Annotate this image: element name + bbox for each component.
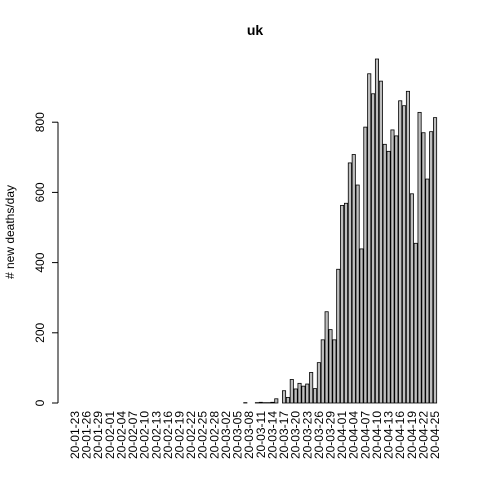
x-tick-label: 20-03-29 [324, 411, 338, 459]
x-tick-label: 20-03-05 [231, 411, 245, 459]
bar [343, 202, 349, 404]
bar [413, 242, 418, 404]
bar [386, 150, 391, 404]
y-tick-label: 600 [33, 182, 47, 202]
bar [328, 329, 333, 404]
bar [417, 111, 422, 404]
bar [347, 162, 352, 404]
x-tick-label: 20-02-25 [196, 411, 210, 459]
bar [367, 73, 372, 404]
bar [332, 339, 337, 404]
bar [297, 382, 302, 404]
x-tick-label: 20-03-02 [219, 411, 233, 459]
bar [282, 390, 287, 404]
y-tick-label: 200 [33, 322, 47, 342]
bar [258, 401, 263, 404]
x-tick-label: 20-03-14 [265, 411, 279, 459]
x-tick-label: 20-04-16 [393, 411, 407, 459]
bar [409, 193, 414, 404]
bar [429, 131, 434, 404]
bar [374, 58, 379, 404]
bar [351, 154, 356, 404]
x-tick-label: 20-03-26 [312, 411, 326, 459]
bar [378, 80, 383, 404]
chart-title: uk [247, 22, 264, 38]
bar [359, 248, 364, 404]
x-tick-label: 20-04-07 [358, 411, 372, 459]
x-tick-label: 20-04-04 [347, 411, 361, 459]
x-tick-label: 20-02-28 [207, 411, 221, 459]
bar [313, 388, 318, 404]
bar [320, 339, 325, 404]
x-tick-label: 20-02-22 [184, 411, 198, 459]
bar [293, 388, 298, 404]
y-tick-label: 800 [33, 112, 47, 132]
bar [309, 372, 314, 404]
x-tick-label: 20-03-17 [277, 411, 291, 459]
bar [316, 362, 321, 404]
x-tick-label: 20-04-25 [428, 411, 442, 459]
bar [285, 396, 290, 404]
bar [398, 100, 403, 404]
x-tick-label: 20-03-08 [242, 411, 256, 459]
x-tick-label: 20-02-10 [138, 411, 152, 459]
x-tick-label: 20-02-07 [126, 411, 140, 459]
bar [371, 93, 376, 404]
bar [340, 204, 345, 404]
bar [363, 126, 368, 404]
x-tick-label: 20-04-19 [405, 411, 419, 459]
bar [382, 143, 387, 404]
x-tick-label: 20-04-13 [382, 411, 396, 459]
x-tick-label: 20-02-16 [161, 411, 175, 459]
x-tick-label: 20-03-20 [289, 411, 303, 459]
bar [289, 379, 294, 404]
x-tick-label: 20-02-01 [103, 411, 117, 459]
bar [324, 311, 329, 404]
x-tick-label: 20-02-19 [172, 411, 186, 459]
bar [390, 129, 395, 404]
x-tick-label: 20-04-10 [370, 411, 384, 459]
x-tick-label: 20-04-01 [335, 411, 349, 459]
bar [421, 132, 426, 404]
y-tick-label: 400 [33, 252, 47, 272]
x-tick-label: 20-03-23 [300, 411, 314, 459]
bar [433, 117, 438, 404]
bar [336, 268, 341, 404]
bar [305, 383, 310, 404]
x-tick-label: 20-04-22 [416, 411, 430, 459]
y-axis-label: # new deaths/day [3, 185, 17, 279]
y-tick-label: 0 [33, 399, 47, 406]
bar [355, 184, 360, 404]
bar [394, 135, 399, 404]
x-tick-label: 20-02-04 [114, 411, 128, 459]
x-tick-label: 20-02-13 [149, 411, 163, 459]
x-tick-label: 20-01-26 [80, 411, 94, 459]
bar [402, 105, 407, 404]
bar [274, 398, 279, 404]
x-tick-label: 20-01-29 [91, 411, 105, 459]
bar [405, 90, 410, 404]
x-tick-label: 20-03-11 [254, 411, 268, 458]
bar [270, 401, 275, 404]
bar [425, 178, 430, 404]
bar [301, 385, 306, 404]
x-tick-label: 20-01-23 [68, 411, 82, 459]
